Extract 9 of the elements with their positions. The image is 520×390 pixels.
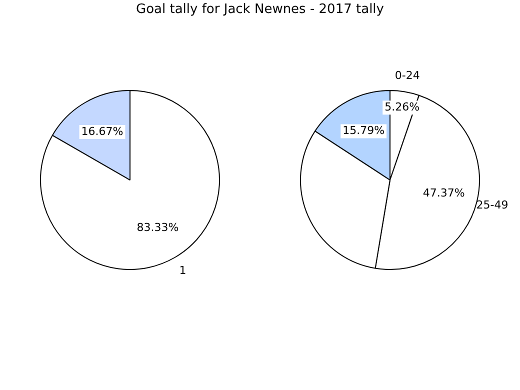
text: Goal tally for Jack Newnes - 2017 tally <box>135 2 385 17</box>
slice-label: 1 <box>179 264 186 278</box>
data-label: 47.37% <box>422 186 465 200</box>
data-label: 83.33% <box>136 220 179 234</box>
data-label: 15.79% <box>342 124 385 138</box>
data-label: 5.26% <box>384 100 420 114</box>
slice-label: 25-49 <box>476 198 508 212</box>
data-label: 16.67% <box>81 124 124 138</box>
slice-label: 0-24 <box>394 68 420 82</box>
